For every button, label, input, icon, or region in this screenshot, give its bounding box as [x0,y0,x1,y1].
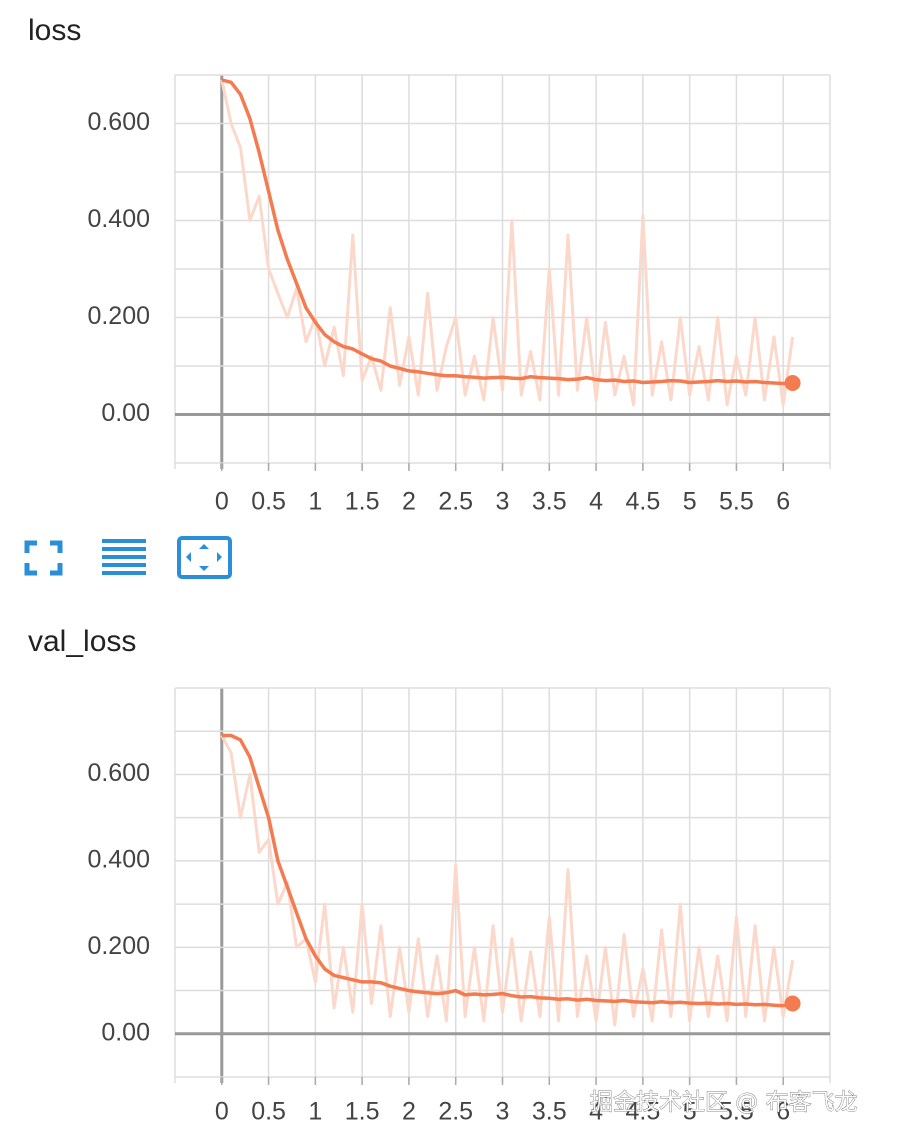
x-tick-label: 0 [215,488,229,516]
x-tick-label: 1.5 [345,488,380,516]
y-tick-label: 0.600 [87,108,150,136]
x-tick-label: 2 [402,1098,416,1126]
x-tick-label: 4.5 [625,1098,660,1126]
x-tick-label: 0 [215,1098,229,1126]
y-tick-label: 0.200 [87,302,150,330]
chart-title: val_loss [28,625,136,658]
x-tick-label: 5 [683,488,697,516]
x-tick-label: 5 [683,1098,697,1126]
y-tick-label: 0.200 [87,932,150,960]
y-tick-label: 0.400 [87,205,150,233]
x-tick-label: 6 [776,1098,790,1126]
x-tick-label: 6 [776,488,790,516]
x-tick-label: 1 [308,1098,322,1126]
x-tick-label: 0.5 [251,1098,286,1126]
y-tick-label: 0.00 [101,1018,150,1046]
x-tick-label: 3.5 [532,488,567,516]
y-tick-label: 0.600 [87,759,150,787]
x-tick-label: 2.5 [438,1098,473,1126]
x-tick-label: 5.5 [719,488,754,516]
x-tick-label: 5.5 [719,1098,754,1126]
last-point [784,995,801,1012]
fullscreen-button[interactable] [24,540,63,576]
x-tick-label: 3.5 [532,1098,567,1126]
y-tick-label: 0.400 [87,845,150,873]
chart: loss 0.00 0.200 0.400 0.600 0 0.5 1 1.5 2 2.5 3 3.5 4… [28,14,831,516]
fit-domain-button[interactable] [177,536,232,579]
watermark: 掘金技术社区 @ 布客飞龙 [590,1090,858,1116]
x-tick-label: 2.5 [438,488,473,516]
chart-toolbar [24,536,232,579]
x-tick-label: 2 [402,488,416,516]
x-tick-label: 1 [308,488,322,516]
y-tick-label: 0.00 [101,399,150,427]
chart: val_loss 0.00 0.200 0.400 0.600 0 0.5 1 1.5 2 2.5 3… [28,625,831,1126]
x-tick-label: 4 [589,1098,603,1126]
x-tick-label: 0.5 [251,488,286,516]
toggle-log-button[interactable] [102,539,146,575]
smoothed-line [221,78,793,386]
x-tick-label: 4.5 [625,488,660,516]
raw-line [220,734,795,1027]
chart-title: loss [28,14,81,47]
smoothed-line [221,733,793,1008]
x-tick-label: 4 [589,488,603,516]
last-point [784,374,801,391]
x-tick-label: 3 [496,488,510,516]
raw-line [220,79,795,407]
x-tick-label: 3 [496,1098,510,1126]
x-tick-label: 1.5 [345,1098,380,1126]
